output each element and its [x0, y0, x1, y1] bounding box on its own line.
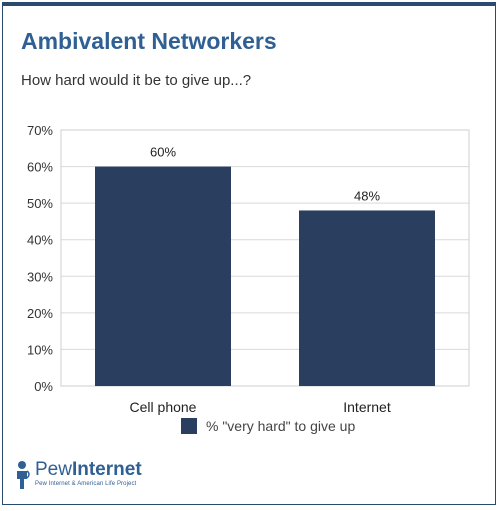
bar-chart: 0% 10% 20% 30% 40% 50% 60% 70% 60% Cell phone 48% I… [27, 123, 470, 415]
chart-frame: Ambivalent Networkers How hard would it … [2, 2, 496, 505]
legend: % "very hard" to give up [181, 418, 355, 434]
legend-swatch [181, 418, 197, 434]
logo-tagline: Pew Internet & American Life Project [35, 481, 137, 487]
y-tick-label: 10% [27, 342, 53, 357]
data-label: 48% [354, 188, 380, 203]
data-label: 60% [150, 145, 176, 160]
y-tick-label: 60% [27, 160, 53, 175]
x-tick-label: Cell phone [130, 399, 197, 415]
label-layer: 0% 10% 20% 30% 40% 50% 60% 70% 60% Cell phone 48% I… [27, 123, 391, 415]
y-tick-label: 0% [34, 379, 53, 394]
bar-layer [95, 166, 435, 386]
y-tick-label: 20% [27, 306, 53, 321]
y-tick-label: 70% [27, 123, 53, 138]
chart-subtitle: How hard would it be to give up...? [21, 72, 252, 89]
chart-title: Ambivalent Networkers [21, 28, 277, 54]
pew-person-icon [17, 461, 30, 489]
bar-internet [299, 210, 435, 386]
plot-border [60, 129, 470, 387]
logo-word-pew: Pew [35, 459, 72, 480]
pew-internet-logo: PewInternet Pew Internet & American Life… [15, 460, 142, 490]
logo-word-internet: Internet [71, 459, 142, 480]
bar-cell-phone [95, 166, 231, 386]
y-tick-label: 50% [27, 196, 53, 211]
logo-wordmark: PewInternet [35, 460, 142, 480]
y-tick-label: 40% [27, 233, 53, 248]
x-tick-label: Internet [343, 399, 391, 415]
legend-label: % "very hard" to give up [206, 418, 356, 434]
y-tick-label: 30% [27, 269, 53, 284]
